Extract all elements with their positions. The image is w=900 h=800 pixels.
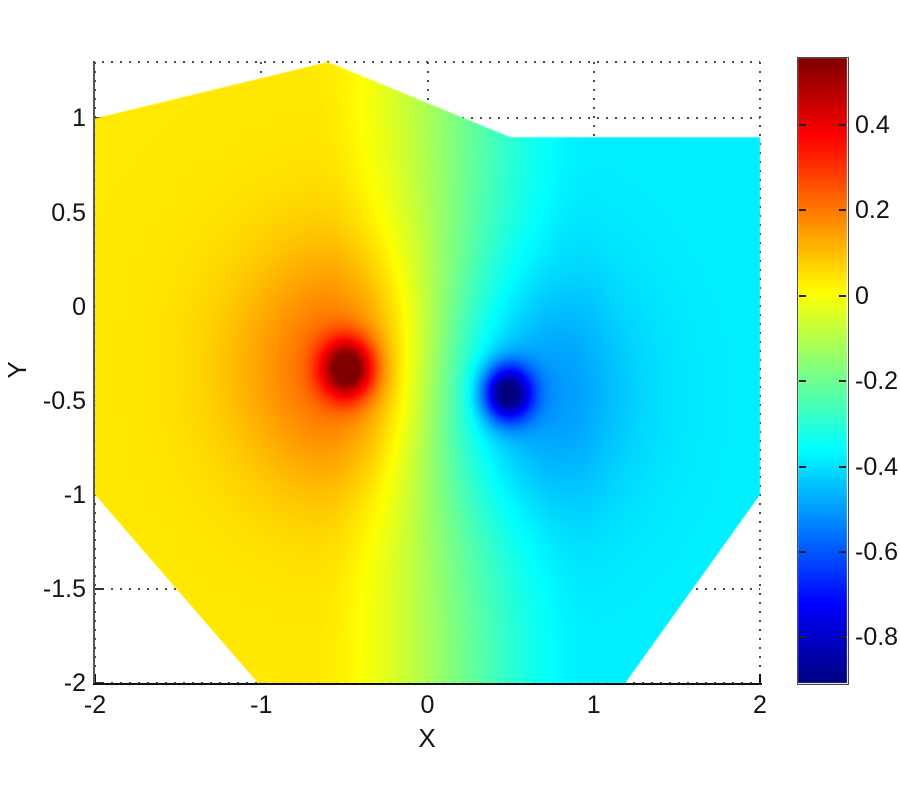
y-tick-label: -0.5 [42,386,86,415]
colorbar-tick-label: -0.8 [855,623,899,652]
colorbar-tick-label: 0 [855,281,869,310]
colorbar-tick-mark [799,636,806,639]
x-tick-label: 1 [586,691,601,719]
x-tick-label: -2 [83,691,107,719]
y-tick-label: -1.5 [42,574,86,603]
colorbar-tick-mark [839,636,846,639]
colorbar-tick-label: -0.2 [855,367,899,396]
colorbar-frame [797,57,849,685]
x-axis-label: X [418,723,436,753]
y-tick-label: -2 [63,669,86,697]
x-tick-label: 0 [420,691,435,719]
x-tick-label: 2 [753,691,767,719]
y-tick-label: -1 [63,480,86,509]
y-tick-label: 1 [72,104,86,133]
colorbar-tick-mark [799,124,806,127]
y-axis-line [93,62,95,685]
colorbar-tick-mark [799,380,806,383]
colorbar-tick-mark [799,465,806,468]
colorbar-tick-mark [839,380,846,383]
colorbar-tick-mark [839,465,846,468]
colorbar-tick-mark [839,550,846,553]
y-tick-label: 0.5 [51,198,86,227]
colorbar-tick-mark [799,550,806,553]
y-tick-label: 0 [72,292,86,321]
colorbar-tick-label: -0.6 [855,537,899,566]
x-axis-line [93,683,762,685]
colorbar-tick-label: 0.4 [855,111,890,140]
colorbar-tick-mark [799,209,806,212]
y-axis-label: Y [2,361,32,379]
colorbar-tick-label: -0.4 [855,452,899,481]
x-tick-label: -1 [250,691,273,719]
colorbar-tick-mark [839,294,846,297]
colorbar-tick-mark [839,209,846,212]
colorbar-tick-mark [799,294,806,297]
colorbar-tick-mark [839,124,846,127]
colorbar-tick-label: 0.2 [855,196,890,225]
